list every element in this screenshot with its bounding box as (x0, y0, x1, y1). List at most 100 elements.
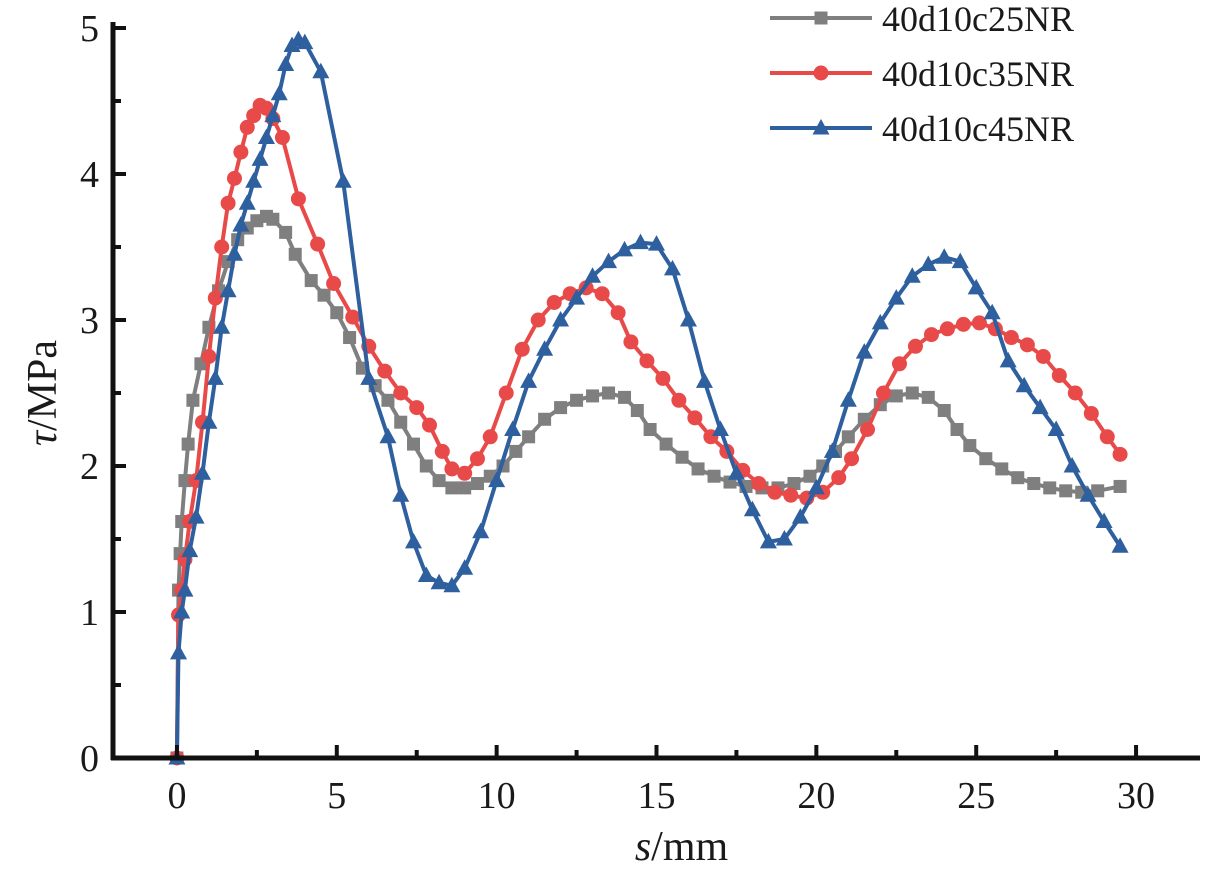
data-point (201, 349, 217, 364)
data-point (983, 303, 1001, 320)
data-point (330, 306, 344, 320)
data-point (743, 500, 761, 517)
data-point (554, 401, 568, 415)
data-point (417, 566, 435, 582)
legend-marker (813, 65, 829, 81)
data-point (432, 474, 446, 488)
x-tick-label: 15 (638, 775, 676, 817)
data-point (602, 386, 616, 400)
data-point (1051, 367, 1067, 383)
x-axis-variable: s (635, 824, 651, 867)
legend-item: 40d10c45NR (770, 109, 1074, 149)
data-point (181, 541, 199, 558)
data-point (887, 289, 905, 305)
data-point (290, 191, 306, 207)
y-axis-unit: /MPa (20, 340, 66, 431)
data-point (443, 576, 461, 593)
data-point (334, 172, 352, 188)
series-40d10c35NR (169, 97, 1128, 766)
y-tick-label: 4 (80, 154, 99, 196)
data-point (233, 144, 249, 160)
data-point (1015, 376, 1033, 393)
data-point (1027, 477, 1041, 491)
data-point (1079, 486, 1097, 502)
data-point (648, 235, 665, 251)
data-point (377, 363, 393, 379)
series-40d10c45NR (168, 30, 1129, 765)
data-point (871, 313, 889, 330)
data-point (239, 119, 255, 135)
data-point (514, 341, 530, 357)
data-point (312, 62, 330, 79)
data-point (1063, 457, 1081, 473)
data-point (470, 477, 484, 491)
data-point (1011, 471, 1025, 485)
data-point (1083, 405, 1099, 421)
data-point (691, 462, 705, 476)
data-point (274, 130, 290, 145)
data-point (775, 530, 793, 546)
data-point (939, 321, 955, 337)
data-point (220, 195, 236, 211)
data-point (522, 430, 536, 444)
data-point (1099, 429, 1115, 445)
data-point (1003, 330, 1019, 346)
data-point (498, 385, 514, 401)
data-point (245, 172, 263, 188)
data-point (488, 471, 506, 488)
legend: 40d10c25NR 40d10c35NR 40d10c45NR (770, 0, 1074, 149)
data-point (536, 340, 554, 356)
data-point (568, 289, 586, 305)
data-point (586, 389, 600, 403)
data-point (855, 343, 873, 359)
data-point (552, 311, 570, 327)
data-point (504, 420, 522, 436)
x-tick-label: 25 (957, 775, 995, 817)
data-point (200, 413, 218, 429)
data-point (277, 55, 295, 71)
data-point (310, 236, 326, 252)
data-point (616, 240, 634, 257)
data-point (194, 464, 212, 480)
data-point (238, 194, 256, 210)
data-point (955, 316, 971, 332)
data-point (434, 443, 450, 459)
data-point (304, 274, 318, 288)
data-point (422, 417, 438, 433)
data-point (639, 353, 655, 369)
data-point (419, 459, 433, 473)
data-point (659, 437, 673, 451)
data-point (317, 288, 331, 302)
data-point (759, 532, 777, 549)
data-point (594, 286, 610, 302)
data-point (226, 170, 242, 186)
data-point (1091, 484, 1105, 498)
data-point (979, 452, 993, 466)
data-point (787, 477, 801, 491)
data-point (170, 643, 188, 660)
data-point (841, 430, 855, 444)
y-axis-title: τ/MPa (20, 340, 66, 446)
series-40d10c25NR (170, 209, 1127, 765)
data-point (538, 412, 552, 426)
x-axis-title: s/mm (635, 824, 729, 867)
y-tick-label: 5 (80, 8, 99, 50)
data-point (1111, 537, 1129, 553)
data-point (767, 484, 783, 500)
data-point (472, 522, 490, 539)
y-tick-label: 1 (80, 592, 99, 634)
data-point (546, 294, 562, 310)
ticks-layer: 0 1 2 3 4 5 0 5 10 15 20 25 30 (80, 8, 1155, 817)
y-tick-label: 0 (80, 738, 99, 780)
data-point (903, 267, 921, 283)
data-point (839, 391, 857, 407)
data-point (1047, 420, 1065, 436)
data-point (907, 338, 923, 354)
data-point (831, 470, 847, 486)
data-point (905, 386, 919, 400)
data-point (967, 278, 985, 295)
data-point (632, 233, 650, 250)
data-point (445, 481, 459, 495)
